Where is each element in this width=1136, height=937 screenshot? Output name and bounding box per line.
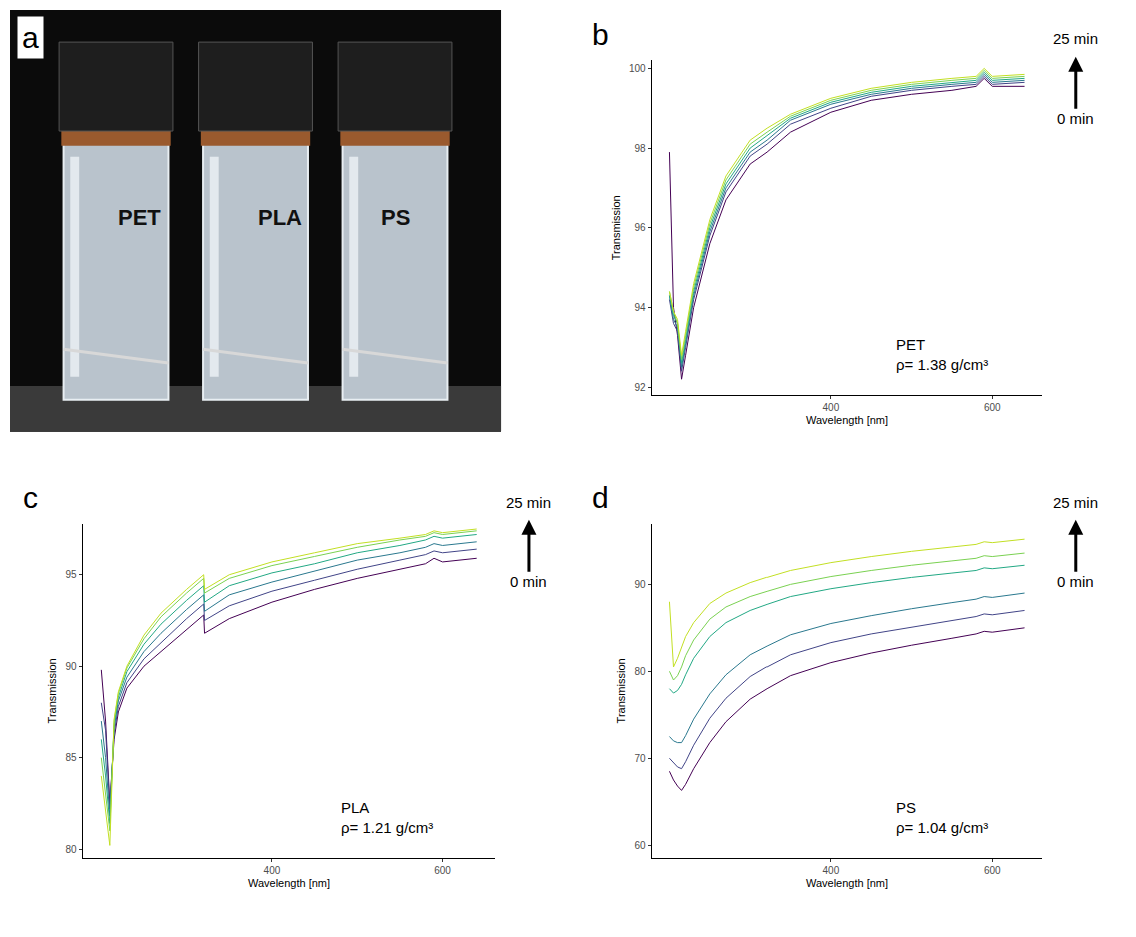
svg-text:96: 96 xyxy=(635,222,647,233)
svg-text:Wavelength [nm]: Wavelength [nm] xyxy=(806,414,888,426)
svg-text:PS: PS xyxy=(381,205,410,230)
svg-text:a: a xyxy=(22,21,39,54)
svg-text:Wavelength [nm]: Wavelength [nm] xyxy=(248,877,330,889)
svg-text:400: 400 xyxy=(823,865,840,876)
svg-text:b: b xyxy=(592,18,609,51)
svg-text:80: 80 xyxy=(635,666,647,677)
svg-text:85: 85 xyxy=(65,752,77,763)
svg-text:25 min: 25 min xyxy=(1053,494,1098,511)
svg-text:PET: PET xyxy=(118,205,161,230)
svg-text:90: 90 xyxy=(65,661,77,672)
svg-text:PSρ= 1.04 g/cm³: PSρ= 1.04 g/cm³ xyxy=(896,799,988,836)
svg-text:600: 600 xyxy=(984,865,1001,876)
svg-text:PETρ= 1.38 g/cm³: PETρ= 1.38 g/cm³ xyxy=(896,336,988,373)
svg-text:0 min: 0 min xyxy=(510,573,547,590)
svg-text:25 min: 25 min xyxy=(1053,30,1098,47)
svg-text:600: 600 xyxy=(434,865,451,876)
svg-text:94: 94 xyxy=(635,302,647,313)
svg-text:92: 92 xyxy=(635,382,647,393)
svg-text:PLA: PLA xyxy=(258,205,302,230)
svg-text:98: 98 xyxy=(635,143,647,154)
svg-text:70: 70 xyxy=(635,753,647,764)
svg-text:400: 400 xyxy=(264,865,281,876)
svg-text:Transmission: Transmission xyxy=(46,658,58,723)
svg-text:80: 80 xyxy=(65,844,77,855)
svg-text:d: d xyxy=(592,481,609,514)
svg-text:Transmission: Transmission xyxy=(610,195,622,260)
svg-text:0 min: 0 min xyxy=(1057,110,1094,127)
svg-text:60: 60 xyxy=(635,840,647,851)
svg-text:25 min: 25 min xyxy=(506,494,551,511)
svg-text:400: 400 xyxy=(823,402,840,413)
svg-text:0 min: 0 min xyxy=(1057,573,1094,590)
svg-text:Transmission: Transmission xyxy=(615,658,627,723)
svg-text:Wavelength [nm]: Wavelength [nm] xyxy=(806,877,888,889)
svg-text:90: 90 xyxy=(635,579,647,590)
svg-text:c: c xyxy=(23,481,38,514)
svg-text:100: 100 xyxy=(629,63,646,74)
svg-text:95: 95 xyxy=(65,569,77,580)
svg-text:600: 600 xyxy=(984,402,1001,413)
svg-text:PLAρ= 1.21 g/cm³: PLAρ= 1.21 g/cm³ xyxy=(341,799,433,836)
